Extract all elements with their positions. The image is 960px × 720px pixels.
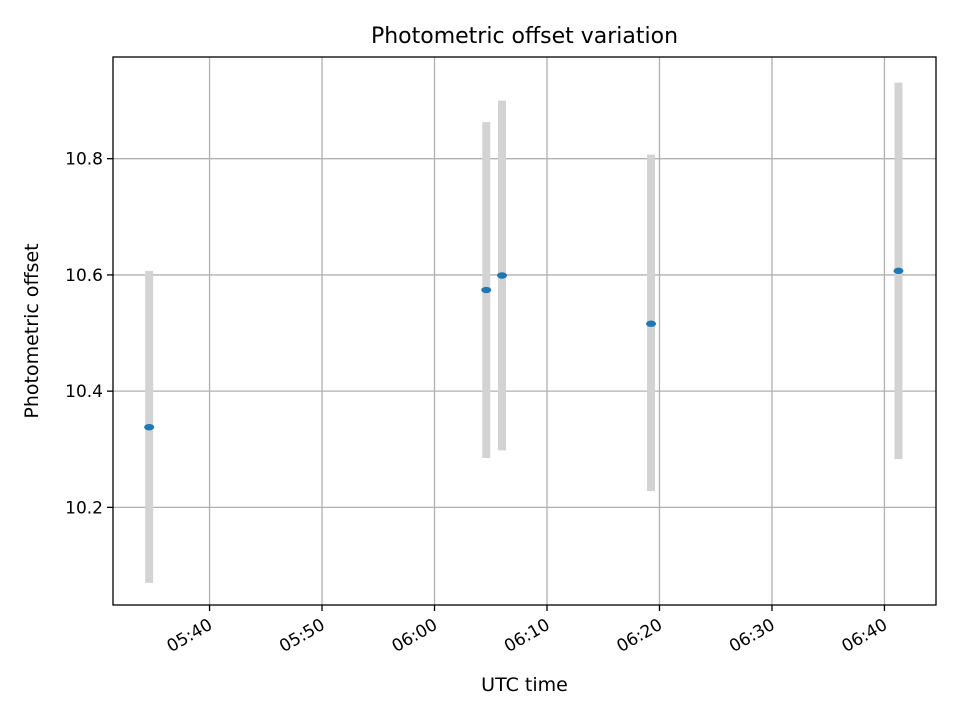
ticks — [107, 158, 886, 611]
data-markers — [144, 267, 904, 431]
x-tick-label: 05:50 — [276, 615, 328, 657]
x-axis-label: UTC time — [481, 674, 568, 696]
y-tick-label: 10.6 — [65, 266, 103, 286]
data-point — [893, 267, 904, 275]
data-point — [144, 423, 155, 431]
x-tick-label: 06:30 — [726, 615, 778, 657]
y-axis-label: Photometric offset — [21, 243, 43, 418]
data-point — [497, 272, 508, 279]
data-point — [481, 286, 492, 294]
x-tick-label: 05:40 — [164, 615, 216, 657]
x-tick-label: 06:40 — [839, 615, 891, 657]
x-tick-label: 06:20 — [614, 615, 666, 657]
y-tick-label: 10.8 — [65, 150, 103, 170]
grid — [113, 57, 936, 605]
plot-frame — [112, 56, 937, 606]
tick-labels: 05:40 05:50 06:00 06:10 06:20 06:30 06:40 10.2 1… — [65, 150, 891, 657]
y-tick-label: 10.2 — [65, 498, 103, 518]
chart-title: Photometric offset variation — [371, 24, 678, 49]
data-point — [646, 320, 657, 327]
x-tick-label: 06:00 — [389, 615, 441, 657]
x-tick-label: 06:10 — [501, 615, 553, 657]
y-tick-label: 10.4 — [65, 382, 103, 402]
